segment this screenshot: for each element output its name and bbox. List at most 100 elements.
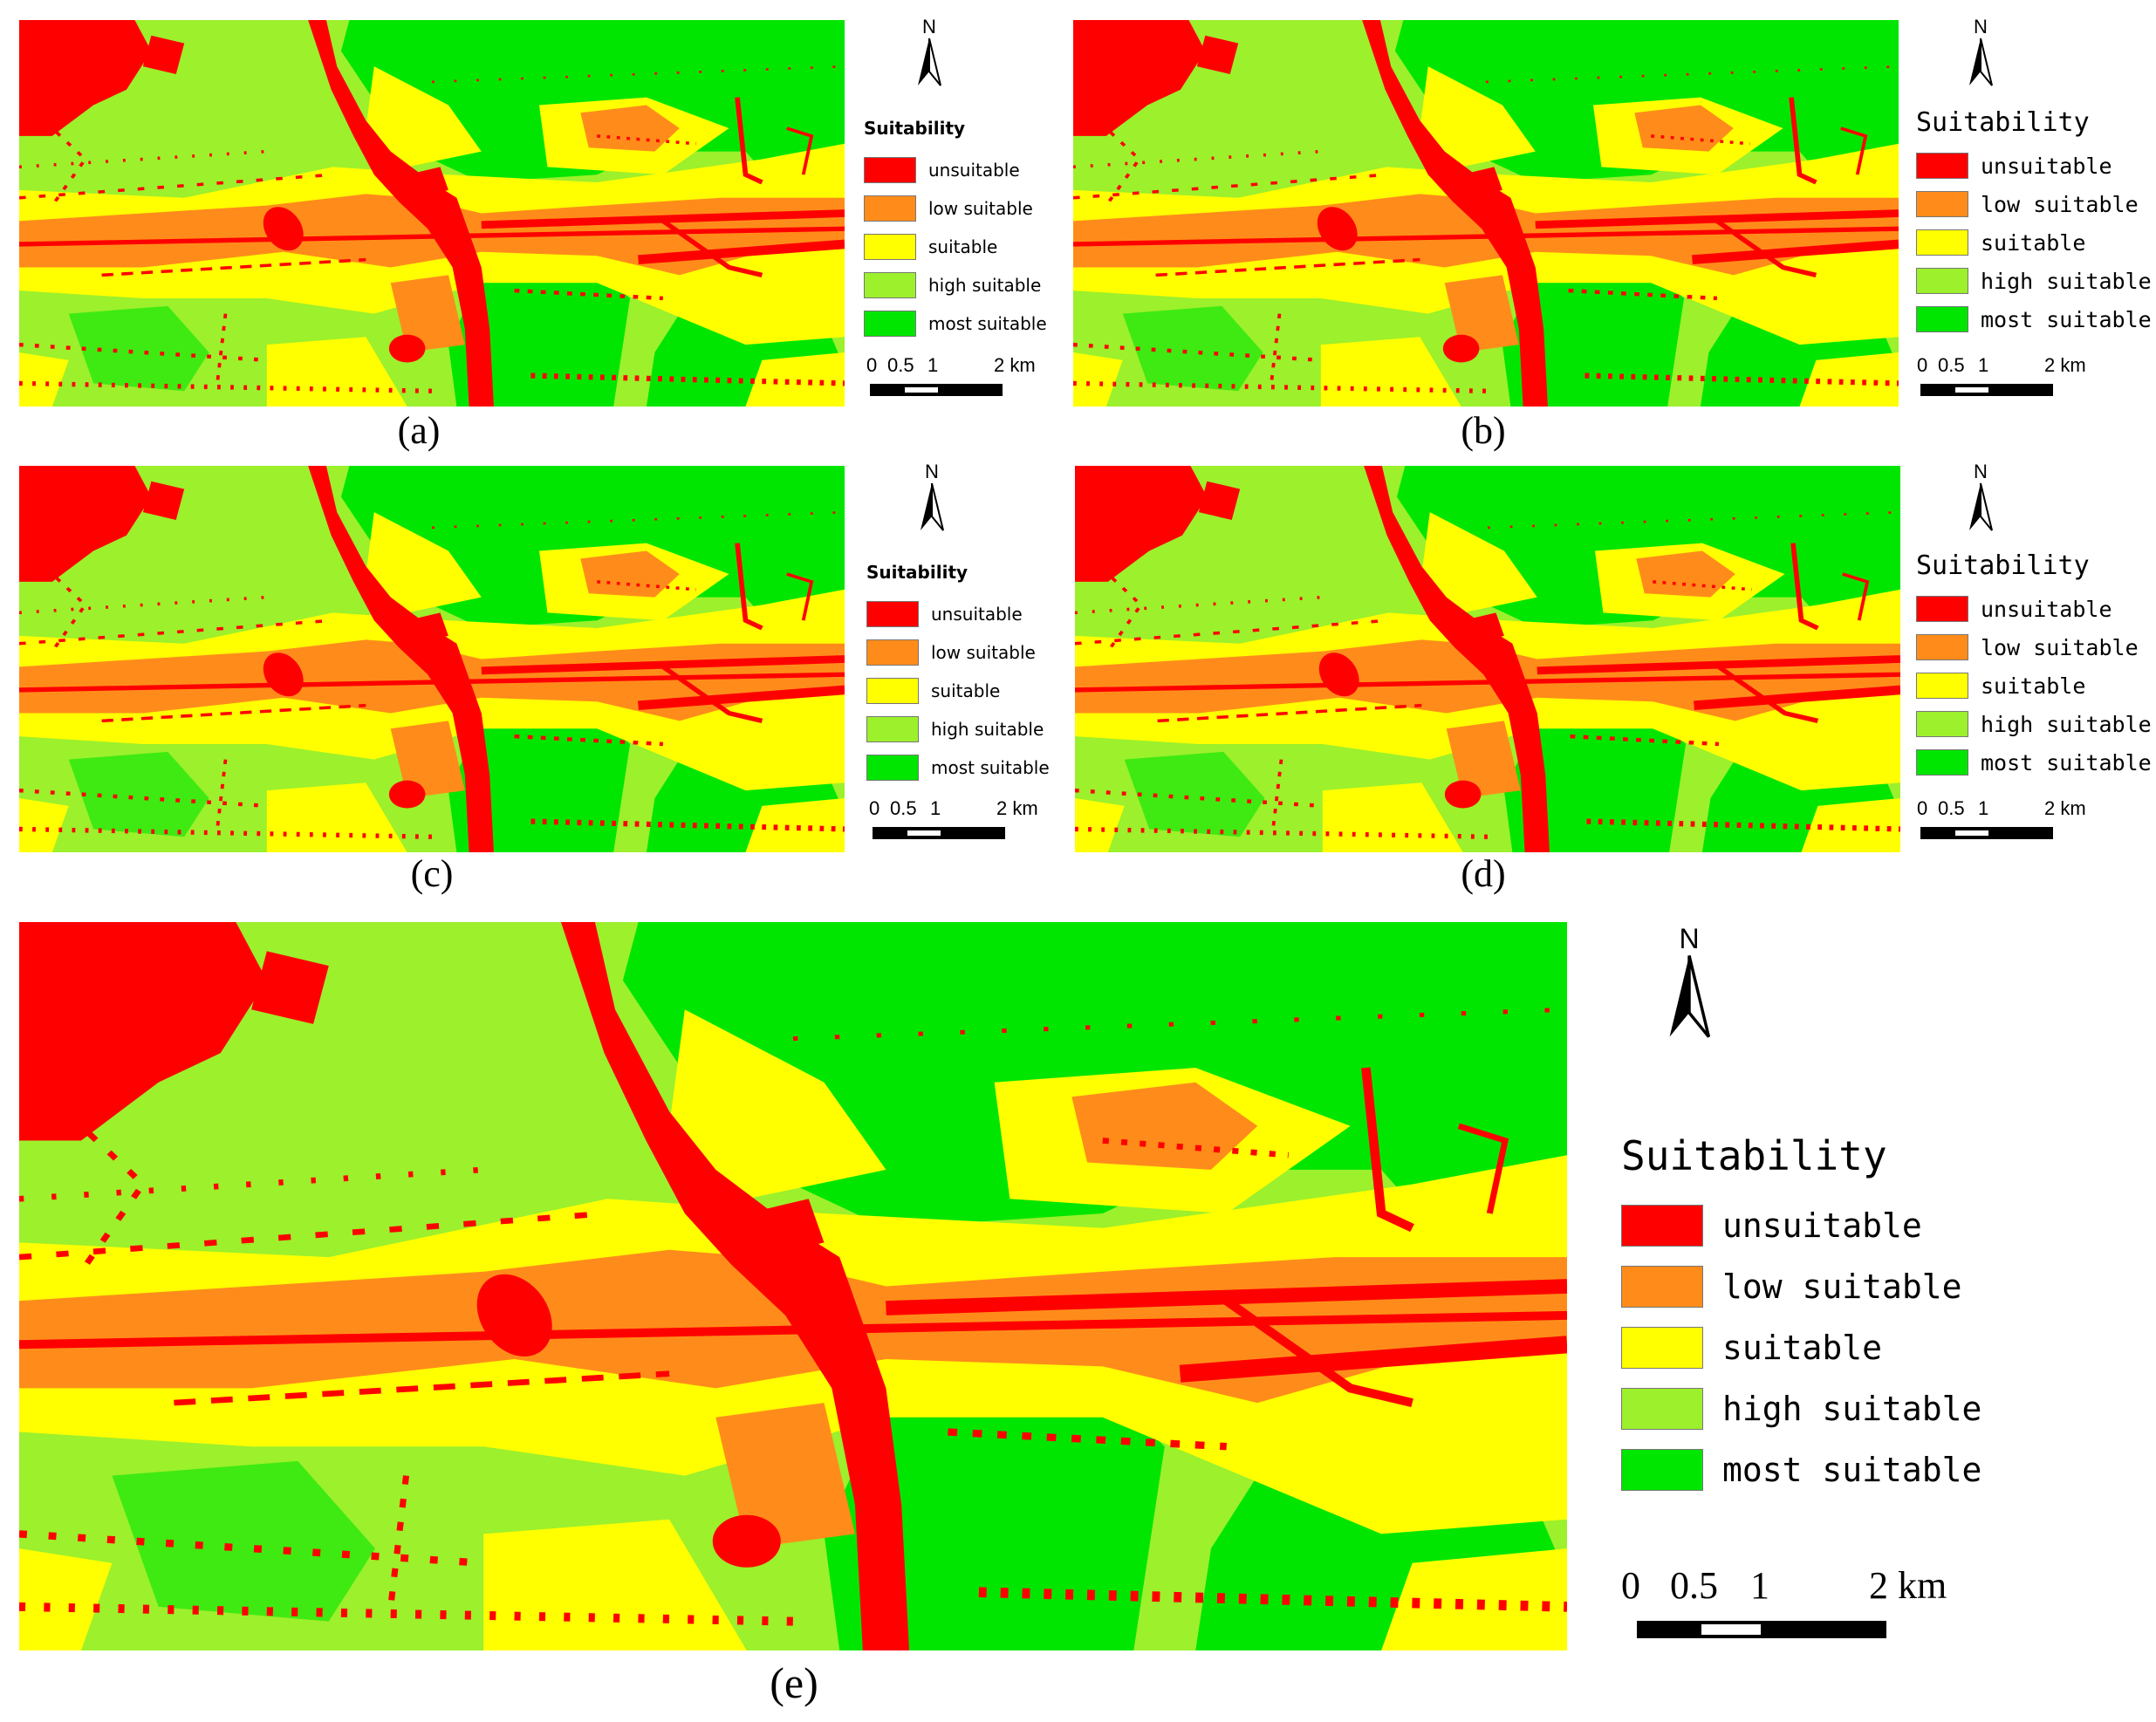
north-label: N [1679,923,1700,954]
panel-label-e: (e) [770,1658,818,1707]
swatch-suitable [866,678,919,704]
panel-label-d: (d) [1461,852,1506,895]
scale-tick-1: 1 [1978,354,1989,376]
north-arrow-icon [921,482,944,531]
legend-item-suitable: suitable [866,672,1050,710]
scale-tick-2: 2 km [996,797,1038,819]
scale-tick-0-5: 0.5 [890,797,917,819]
legend-item-high-suitable: high suitable [1916,705,2152,743]
swatch-most-suitable [1621,1449,1703,1491]
legend-label: high suitable [1722,1390,1982,1428]
suitability-map-d [1075,466,1900,852]
scale-tick-2: 2 km [2044,797,2086,819]
legend-label: unsuitable [1981,153,2112,179]
legend-d: Suitability unsuitable low suitable suit… [1916,553,2152,782]
swatch-unsuitable [866,601,919,627]
legend-label: unsuitable [1722,1206,1922,1245]
swatch-unsuitable [1621,1205,1703,1247]
north-label: N [1974,16,1988,38]
legend-e: Suitability unsuitable low suitable suit… [1621,1136,1981,1500]
swatch-most-suitable [1916,306,1968,332]
swatch-high-suitable [866,716,919,742]
legend-item-suitable: suitable [864,228,1047,266]
legend-c: Suitability unsuitable low suitable suit… [866,564,1050,787]
legend-label: low suitable [1981,634,2139,660]
swatch-most-suitable [864,311,916,337]
scale-bar-d: 0 0.5 1 2 km [1917,797,2086,846]
swatch-unsuitable [1916,153,1968,179]
legend-label: most suitable [928,313,1047,334]
legend-title: Suitability [866,562,968,583]
legend-label: most suitable [1981,306,2152,332]
swatch-low-suitable [1916,634,1968,660]
north-label: N [925,461,939,482]
legend-label: suitable [928,236,998,257]
legend-label: low suitable [1722,1268,1962,1306]
legend-label: suitable [931,680,1001,701]
scale-tick-2: 2 km [994,354,1036,376]
legend-item-most-suitable: most suitable [1916,300,2152,338]
north-arrow-c: N [910,462,954,536]
legend-item-unsuitable: unsuitable [864,151,1047,189]
legend-item-high-suitable: high suitable [1621,1378,1981,1439]
north-arrow-icon [1669,955,1711,1038]
legend-item-unsuitable: unsuitable [1916,147,2152,185]
legend-label: most suitable [931,757,1050,778]
north-arrow-e: N [1658,925,1721,1043]
swatch-low-suitable [864,195,916,222]
legend-label: most suitable [1981,749,2152,776]
legend-label: suitable [1981,229,2086,256]
suitability-map-b [1073,20,1899,407]
legend-label: suitable [1722,1329,1883,1367]
swatch-high-suitable [1916,711,1968,737]
suitability-map-e [19,922,1567,1650]
legend-label: high suitable [928,275,1042,296]
north-arrow-b: N [1959,17,2002,91]
legend-item-most-suitable: most suitable [864,304,1047,343]
legend-label: low suitable [931,642,1036,663]
scale-tick-1: 1 [1750,1564,1769,1607]
legend-title: Suitability [1916,550,2090,581]
legend-label: unsuitable [928,160,1020,181]
north-arrow-icon [918,38,941,86]
legend-label: high suitable [1981,711,2152,737]
scale-tick-0: 0 [869,797,880,819]
legend-title: Suitability [1916,107,2090,138]
scale-tick-0: 0 [1917,354,1928,376]
legend-label: unsuitable [1981,596,2112,622]
north-arrow-icon [1969,38,1993,86]
swatch-suitable [1621,1327,1703,1369]
swatch-unsuitable [864,157,916,183]
scale-tick-0-5: 0.5 [1938,797,1965,819]
legend-item-low-suitable: low suitable [1916,628,2152,666]
scale-tick-1: 1 [1978,797,1989,819]
panel-label-a: (a) [397,409,441,452]
legend-item-high-suitable: high suitable [864,266,1047,304]
legend-label: most suitable [1722,1451,1982,1489]
legend-item-suitable: suitable [1621,1317,1981,1378]
scale-bar-e: 0 0.5 1 2 km [1621,1563,1947,1642]
panel-label-c: (c) [410,852,454,895]
legend-b: Suitability unsuitable low suitable suit… [1916,110,2152,338]
scale-tick-2: 2 km [2044,354,2086,376]
legend-item-unsuitable: unsuitable [866,595,1050,633]
north-arrow-a: N [907,17,951,91]
north-arrow-d: N [1959,462,2002,536]
suitability-map-a [19,20,845,407]
swatch-suitable [864,234,916,260]
legend-label: high suitable [931,719,1044,740]
swatch-unsuitable [1916,596,1968,622]
swatch-high-suitable [1916,268,1968,294]
scale-bar-b: 0 0.5 1 2 km [1917,354,2086,403]
scale-tick-0: 0 [1621,1564,1640,1607]
swatch-high-suitable [1621,1388,1703,1430]
swatch-most-suitable [866,755,919,781]
swatch-high-suitable [864,272,916,298]
scale-tick-0: 0 [1917,797,1928,819]
legend-label: low suitable [1981,191,2139,217]
legend-item-most-suitable: most suitable [866,748,1050,787]
legend-item-low-suitable: low suitable [866,633,1050,672]
scale-tick-0-5: 0.5 [1938,354,1965,376]
legend-item-unsuitable: unsuitable [1621,1195,1981,1256]
swatch-suitable [1916,673,1968,699]
